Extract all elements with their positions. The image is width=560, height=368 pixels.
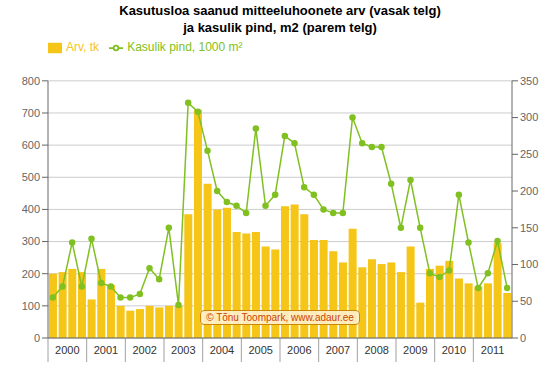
- svg-text:200: 200: [22, 268, 40, 280]
- html-text:Kasulik pind, 1000 m²: Kasulik pind, 1000 m²: [127, 40, 243, 54]
- svg-text:600: 600: [22, 139, 40, 151]
- svg-text:500: 500: [22, 171, 40, 183]
- svg-text:350: 350: [520, 75, 538, 87]
- svg-text:150: 150: [520, 222, 538, 234]
- svg-text:100: 100: [22, 300, 40, 312]
- svg-text:2009: 2009: [403, 344, 427, 356]
- html-text:© Tõnu Toompark, www.adaur.ee: © Tõnu Toompark, www.adaur.ee: [206, 312, 354, 324]
- svg-text:2005: 2005: [248, 344, 272, 356]
- svg-text:2003: 2003: [171, 344, 195, 356]
- svg-text:700: 700: [22, 107, 40, 119]
- svg-text:300: 300: [22, 235, 40, 247]
- html-text:Arv, tk: Arv, tk: [66, 40, 100, 54]
- svg-text:2001: 2001: [94, 344, 118, 356]
- svg-text:2002: 2002: [132, 344, 156, 356]
- svg-text:2007: 2007: [326, 344, 350, 356]
- svg-text:0: 0: [34, 332, 40, 344]
- svg-text:2010: 2010: [442, 344, 466, 356]
- svg-text:2000: 2000: [55, 344, 79, 356]
- svg-text:300: 300: [520, 111, 538, 123]
- svg-text:2008: 2008: [364, 344, 388, 356]
- svg-text:50: 50: [520, 295, 532, 307]
- html-text:Kasutusloa saanud mitteeluhoon: Kasutusloa saanud mitteeluhoonete arv (v…: [119, 3, 441, 35]
- svg-text:250: 250: [520, 148, 538, 160]
- svg-text:2011: 2011: [481, 344, 505, 356]
- svg-text:0: 0: [520, 332, 526, 344]
- svg-text:400: 400: [22, 203, 40, 215]
- svg-text:200: 200: [520, 185, 538, 197]
- svg-text:800: 800: [22, 75, 40, 87]
- svg-text:2006: 2006: [287, 344, 311, 356]
- svg-text:2004: 2004: [210, 344, 234, 356]
- svg-text:100: 100: [520, 258, 538, 270]
